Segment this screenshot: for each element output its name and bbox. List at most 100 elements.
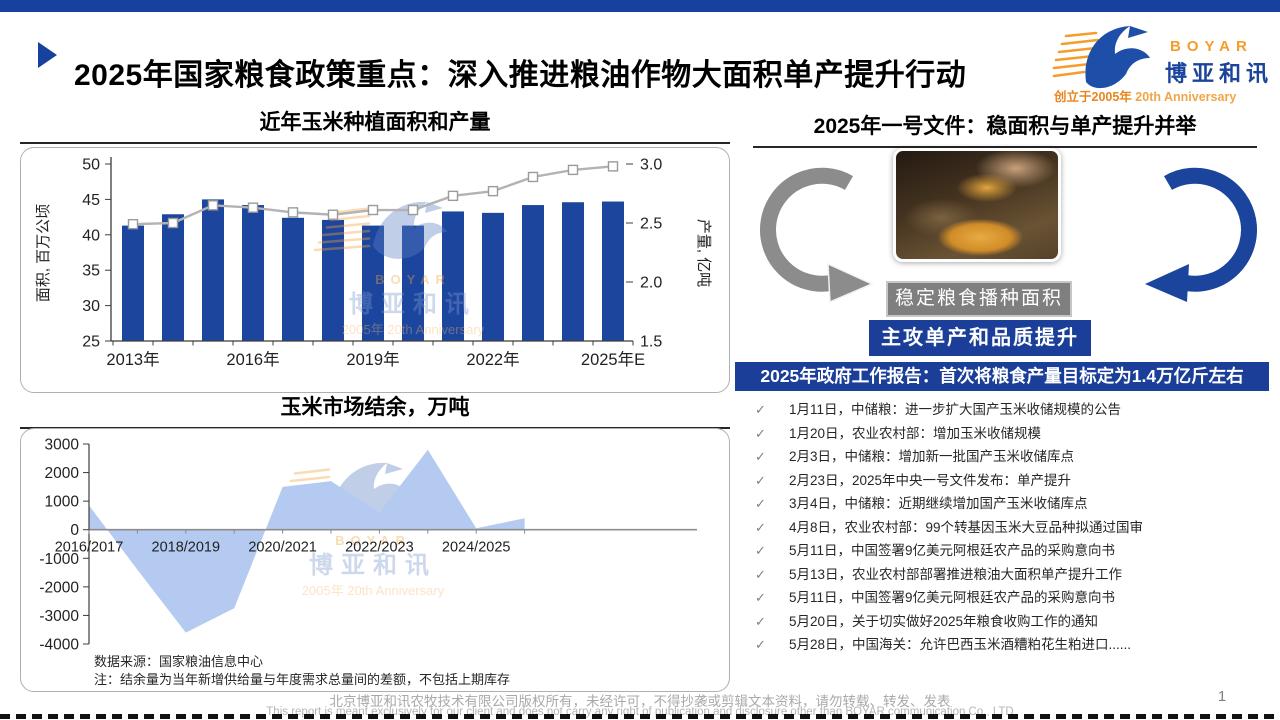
right-panel-header: 2025年一号文件：稳面积与单产提升并举 xyxy=(753,110,1257,148)
svg-text:2005年 20th Anniversary: 2005年 20th Anniversary xyxy=(342,322,485,337)
svg-text:产量, 亿吨: 产量, 亿吨 xyxy=(695,219,712,287)
event-text: 5月20日，关于切实做好2025年粮食收购工作的通知 xyxy=(789,613,1099,629)
svg-text:0: 0 xyxy=(70,522,79,539)
event-text: 2月23日，2025年中央一号文件发布：单产提升 xyxy=(789,472,1072,488)
event-text: 4月8日，农业农村部：99个转基因玉米大豆品种拟通过国审 xyxy=(789,519,1144,535)
svg-text:2019年: 2019年 xyxy=(346,350,399,369)
svg-text:50: 50 xyxy=(82,157,100,174)
check-icon: ✓ xyxy=(755,637,766,652)
svg-text:博亚和讯: 博亚和讯 xyxy=(309,552,437,579)
svg-text:面积, 百万公顷: 面积, 百万公顷 xyxy=(35,204,52,302)
logo-cn-name: 博亚和讯 xyxy=(1165,61,1274,86)
svg-text:2.0: 2.0 xyxy=(640,275,662,292)
event-item: ✓ 5月13日，农业农村部部署推进粮油大面积单产提升工作 xyxy=(737,566,1277,583)
event-item: ✓ 2月3日，中储粮：增加新一批国产玉米收储库点 xyxy=(737,449,1277,465)
logo-founded: 创立于2005年 xyxy=(1054,90,1132,104)
logo-wordmark: BOYAR xyxy=(1170,38,1253,55)
event-text: 1月11日，中储粮：进一步扩大国产玉米收储规模的公告 xyxy=(789,402,1122,417)
svg-text:2022/2023: 2022/2023 xyxy=(345,540,414,556)
boyar-bird-icon xyxy=(1052,26,1150,89)
svg-text:2016/2017: 2016/2017 xyxy=(55,540,124,556)
chart1-panel: 50 45 40 35 30 25 3.0 2.5 2.0 1.5 2013年 2016年 2019年 2… xyxy=(20,147,730,393)
svg-text:2005年 20th Anniversary: 2005年 20th Anniversary xyxy=(302,583,445,598)
gray-cycle-arrow-icon xyxy=(760,167,874,304)
boyar-logo: BOYAR 博亚和讯 创立于2005年 20th Anniversary xyxy=(1052,18,1270,110)
event-item: ✓ 3月4日，中储粮：近期继续增加国产玉米收储库点 xyxy=(737,496,1277,512)
svg-text:2013年: 2013年 xyxy=(106,350,159,369)
svg-text:2022年: 2022年 xyxy=(466,350,519,369)
event-item: ✓ 4月8日，农业农村部：99个转基因玉米大豆品种拟通过国审 xyxy=(737,519,1277,536)
chart2-panel: BOYAR 博亚和讯 2005年 20th Anniversary 3000 2000 1… xyxy=(20,428,730,692)
chart2-title: 玉米市场结余，万吨 xyxy=(20,391,730,429)
svg-text:-2000: -2000 xyxy=(39,579,79,596)
logo-anniversary: 20th Anniversary xyxy=(1135,90,1237,104)
event-item: ✓ 5月28日，中国海关：允许巴西玉米酒糟粕花生粕进口...... xyxy=(737,637,1277,653)
svg-text:2020/2021: 2020/2021 xyxy=(248,540,317,556)
check-icon: ✓ xyxy=(755,402,766,417)
event-item: ✓ 1月11日，中储粮：进一步扩大国产玉米收储规模的公告 xyxy=(737,402,1277,418)
svg-text:-4000: -4000 xyxy=(39,637,79,654)
check-icon: ✓ xyxy=(755,613,766,629)
chart2-source-note: 数据来源：国家粮油信息中心 xyxy=(94,654,264,669)
policy-events-list: ✓ 1月11日，中储粮：进一步扩大国产玉米收储规模的公告 ✓ 1月20日，农业农村部：… xyxy=(737,402,1277,662)
event-text: 2月3日，中储粮：增加新一批国产玉米收储库点 xyxy=(789,449,1075,464)
svg-text:-3000: -3000 xyxy=(39,608,79,625)
svg-text:2018/2019: 2018/2019 xyxy=(152,540,221,556)
page-number: 1 xyxy=(1217,688,1227,705)
event-text: 3月4日，中储粮：近期继续增加国产玉米收储库点 xyxy=(789,496,1088,511)
svg-text:-1000: -1000 xyxy=(39,551,79,568)
gov-report-banner: 2025年政府工作报告：首次将粮食产量目标定为1.4万亿斤左右 xyxy=(735,362,1269,391)
svg-text:2000: 2000 xyxy=(45,465,80,482)
svg-text:40: 40 xyxy=(82,227,100,244)
logo-tagline: 创立于2005年 20th Anniversary xyxy=(1054,86,1236,105)
yield-quality-box: 主攻单产和品质提升 xyxy=(869,320,1091,356)
event-item: ✓ 5月11日，中国签署9亿美元阿根廷农产品的采购意向书 xyxy=(737,543,1277,559)
event-text: 1月20日，农业农村部：增加玉米收储规模 xyxy=(789,425,1042,441)
svg-text:2025年E: 2025年E xyxy=(581,350,645,369)
bottom-dashed-line xyxy=(0,714,1280,719)
svg-text:25: 25 xyxy=(82,334,100,351)
event-text: 5月11日，中国签署9亿美元阿根廷农产品的采购意向书 xyxy=(789,590,1116,605)
check-icon: ✓ xyxy=(755,425,766,441)
check-icon: ✓ xyxy=(755,449,766,464)
svg-text:博亚和讯: 博亚和讯 xyxy=(349,291,477,318)
chart1-title: 近年玉米种植面积和产量 xyxy=(20,106,730,144)
svg-text:BOYAR: BOYAR xyxy=(375,272,451,287)
check-icon: ✓ xyxy=(755,472,766,488)
svg-text:35: 35 xyxy=(82,263,100,280)
event-item: ✓ 5月20日，关于切实做好2025年粮食收购工作的通知 xyxy=(737,613,1277,630)
chart2-definition-note: 注：结余量为当年新增供给量与年度需求总量间的差额，不包括上期库存 xyxy=(94,672,511,687)
check-icon: ✓ xyxy=(755,496,766,511)
svg-text:3000: 3000 xyxy=(45,437,80,454)
footer-copyright-cn: 北京博亚和讯农牧技术有限公司版权所有，未经许可，不得抄袭或剪辑文本资料，请勿转载… xyxy=(329,694,951,709)
svg-text:1000: 1000 xyxy=(45,494,80,511)
svg-text:2.5: 2.5 xyxy=(640,216,662,233)
event-text: 5月11日，中国签署9亿美元阿根廷农产品的采购意向书 xyxy=(789,543,1116,558)
svg-text:2024/2025: 2024/2025 xyxy=(442,540,511,556)
corn-area-production-chart: 50 45 40 35 30 25 3.0 2.5 2.0 1.5 2013年 2016年 2019年 2… xyxy=(35,157,712,370)
check-icon: ✓ xyxy=(755,590,766,605)
blue-cycle-arrow-icon xyxy=(1145,167,1257,302)
svg-text:3.0: 3.0 xyxy=(640,157,662,174)
svg-text:45: 45 xyxy=(82,192,100,209)
event-text: 5月28日，中国海关：允许巴西玉米酒糟粕花生粕进口...... xyxy=(789,637,1132,652)
event-item: ✓ 5月11日，中国签署9亿美元阿根廷农产品的采购意向书 xyxy=(737,590,1277,606)
check-icon: ✓ xyxy=(755,519,766,535)
svg-text:1.5: 1.5 xyxy=(640,334,662,351)
event-text: 5月13日，农业农村部部署推进粮油大面积单产提升工作 xyxy=(789,566,1123,582)
svg-text:2016年: 2016年 xyxy=(226,350,279,369)
event-item: ✓ 1月20日，农业农村部：增加玉米收储规模 xyxy=(737,425,1277,442)
check-icon: ✓ xyxy=(755,566,766,582)
title-triangle-icon xyxy=(38,42,57,68)
page-title: 2025年国家粮食政策重点：深入推进粮油作物大面积单产提升行动 xyxy=(74,59,967,93)
svg-text:30: 30 xyxy=(82,298,100,315)
corn-hands-photo xyxy=(893,148,1061,262)
top-accent-bar xyxy=(0,0,1280,12)
svg-text:BOYAR: BOYAR xyxy=(335,533,411,548)
boyar-watermark: BOYAR 博亚和讯 2005年 20th Anniversary xyxy=(313,201,485,337)
stable-area-box: 稳定粮食播种面积 xyxy=(886,281,1072,317)
check-icon: ✓ xyxy=(755,543,766,558)
corn-market-balance-chart: BOYAR 博亚和讯 2005年 20th Anniversary 3000 2000 1… xyxy=(39,437,697,654)
event-item: ✓ 2月23日，2025年中央一号文件发布：单产提升 xyxy=(737,472,1277,489)
